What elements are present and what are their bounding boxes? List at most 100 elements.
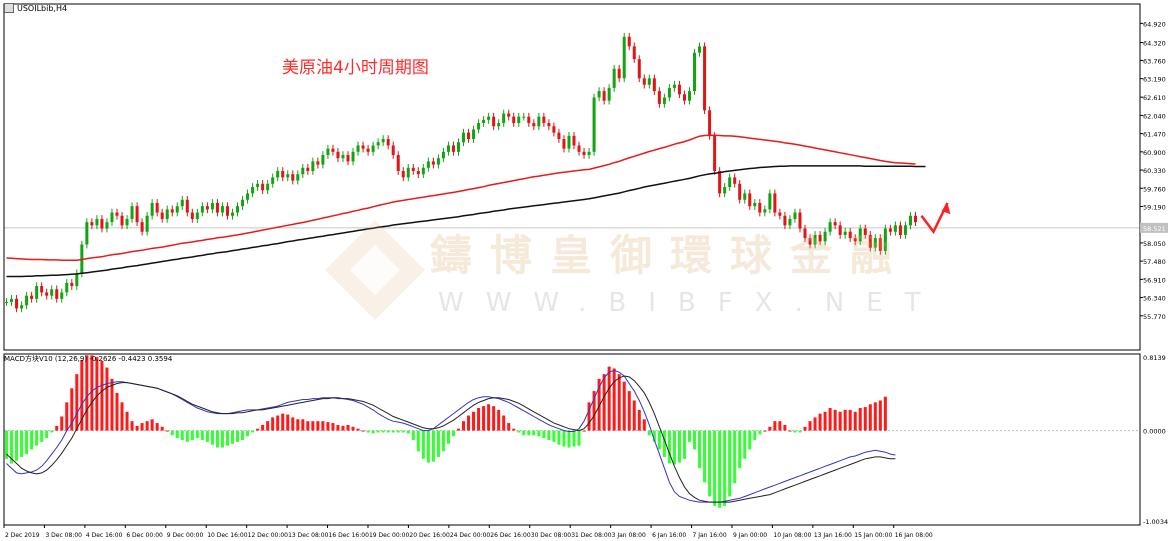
price-tick-label: 64.320: [1143, 40, 1166, 48]
macd-histogram-bar: [677, 430, 681, 463]
macd-histogram-bar: [376, 430, 380, 433]
macd-histogram-bar: [667, 430, 671, 464]
macd-histogram-bar: [351, 426, 355, 431]
candle-body: [30, 295, 34, 299]
macd-histogram-bar: [738, 430, 742, 469]
candle-body: [913, 215, 917, 223]
candle-body: [758, 202, 762, 213]
macd-histogram-bar: [582, 430, 586, 432]
candle-body: [60, 292, 64, 299]
macd-histogram-bar: [185, 430, 189, 442]
macd-histogram-bar: [823, 411, 827, 431]
candle-body: [115, 212, 119, 216]
macd-histogram-bar: [672, 430, 676, 465]
candle-body: [708, 110, 712, 136]
macd-histogram-bar: [647, 430, 651, 436]
price-tick-label: 60.900: [1143, 149, 1166, 157]
candle-body: [311, 161, 315, 172]
macd-histogram-bar: [577, 430, 581, 446]
candle-body: [65, 282, 69, 293]
macd-histogram-bar: [210, 430, 214, 445]
macd-histogram-bar: [617, 374, 621, 431]
candle-body: [5, 302, 9, 304]
x-tick-label: 10 Jan 08:00: [773, 532, 811, 539]
macd-histogram-bar: [512, 428, 516, 431]
price-tick-label: 57.480: [1143, 258, 1166, 266]
candle-body: [105, 222, 109, 229]
macd-histogram-bar: [446, 430, 450, 444]
macd-histogram-bar: [652, 430, 656, 442]
macd-histogram-bar: [416, 430, 420, 452]
macd-histogram-bar: [863, 407, 867, 431]
candle-body: [893, 225, 897, 232]
macd-histogram-bar: [883, 396, 887, 431]
candle-body: [391, 145, 395, 156]
macd-histogram-bar: [5, 430, 9, 459]
macd-indicator-label: MACD方块V10 (12,26,9) -0.2626 -0.4423 0.35…: [4, 355, 173, 363]
macd-histogram-bar: [115, 392, 119, 431]
macd-histogram-bar: [557, 430, 561, 445]
price-tick-label: 56.910: [1143, 276, 1166, 284]
candle-body: [346, 155, 350, 162]
macd-histogram-bar: [311, 421, 315, 431]
candle-body: [396, 155, 400, 172]
candle-body: [793, 212, 797, 219]
candle-body: [672, 84, 676, 88]
macd-histogram-bar: [768, 426, 772, 431]
candle-body: [55, 289, 59, 299]
macd-tick-label: 0.8139: [1143, 354, 1166, 362]
macd-histogram-bar: [160, 426, 164, 431]
macd-histogram-bar: [451, 430, 455, 437]
candle-body: [200, 206, 204, 213]
macd-histogram-bar: [713, 430, 717, 506]
candle-body: [236, 206, 240, 213]
macd-histogram-bar: [567, 430, 571, 448]
macd-histogram-bar: [135, 425, 139, 431]
x-tick-label: 10 Dec 16:00: [207, 532, 248, 539]
candle-body: [562, 139, 566, 149]
macd-histogram-bar: [145, 421, 149, 431]
current-price-label: 58.521: [1143, 225, 1166, 233]
macd-histogram-bar: [175, 430, 179, 439]
macd-histogram-bar: [155, 423, 159, 431]
macd-histogram-bar: [65, 402, 69, 431]
candle-body: [713, 135, 717, 172]
macd-tick-label: 0.0000: [1143, 428, 1166, 436]
macd-histogram-bar: [150, 419, 154, 431]
candle-body: [10, 298, 14, 303]
candle-body: [693, 52, 697, 92]
macd-histogram-bar: [552, 430, 556, 442]
candle-body: [135, 206, 139, 223]
candle-body: [326, 148, 330, 156]
macd-series-layer: [5, 355, 896, 508]
macd-histogram-bar: [431, 430, 435, 462]
x-tick-label: 16 Dec 16:00: [329, 532, 370, 539]
macd-histogram-bar: [803, 426, 807, 431]
macd-histogram-bar: [306, 421, 310, 431]
macd-histogram-bar: [220, 430, 224, 448]
candle-body: [125, 218, 129, 226]
candle-body: [246, 193, 250, 200]
macd-histogram-bar: [773, 421, 777, 431]
candle-body: [512, 116, 516, 124]
candle-body: [718, 171, 722, 194]
candle-body: [230, 212, 235, 216]
candle-body: [873, 238, 877, 248]
candle-body: [903, 225, 907, 235]
candle-body: [446, 145, 450, 152]
candle-body: [411, 167, 415, 172]
candle-body: [587, 151, 591, 156]
candle-body: [75, 273, 79, 287]
candle-body: [858, 228, 862, 242]
macd-histogram-bar: [406, 430, 410, 434]
candle-body: [301, 167, 305, 175]
watermark-en: WWW.BIBFX.NET: [438, 288, 943, 318]
macd-histogram-bar: [477, 408, 481, 431]
candle-body: [863, 228, 867, 235]
macd-histogram-bar: [356, 428, 360, 431]
macd-histogram-bar: [75, 374, 79, 431]
macd-histogram-bar: [281, 413, 285, 431]
macd-pane-frame: [3, 353, 1141, 526]
macd-signal-line: [6, 375, 896, 503]
macd-histogram-bar: [60, 416, 64, 431]
